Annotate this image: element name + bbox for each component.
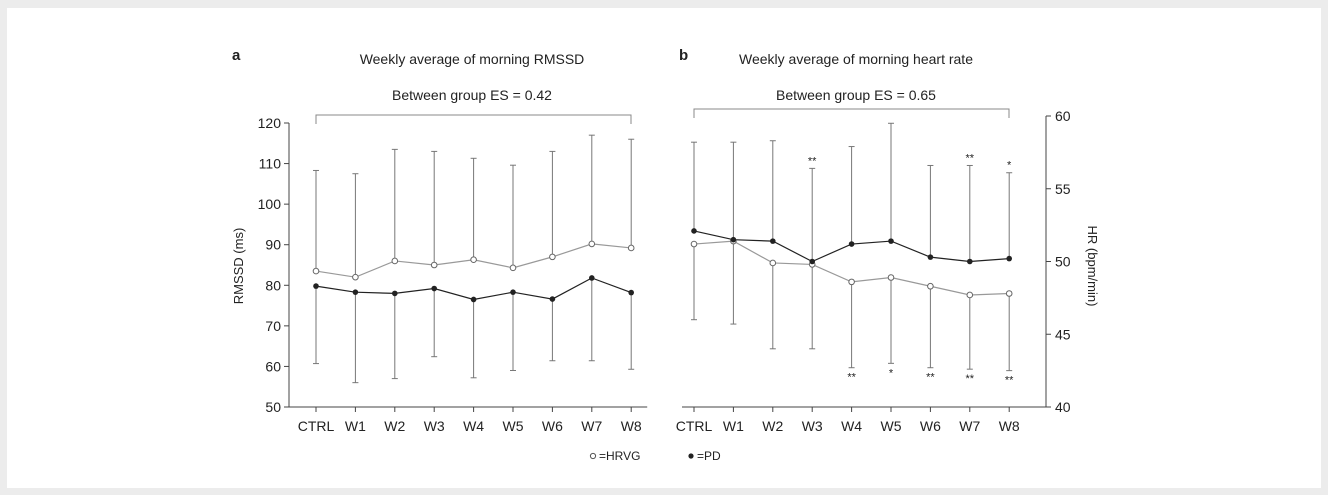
panel-a-hrvg-point-w3 [430, 261, 438, 269]
panel-b-x-tick-label-w4: W4 [841, 418, 862, 434]
panel-a-pd-point-w5 [510, 289, 516, 295]
panel-b-pd-point-w7 [967, 258, 973, 265]
panel-a-pd-point-w8 [628, 289, 634, 296]
panel-b-x-tick-label-w6: W6 [920, 418, 941, 434]
panel-a-pd-point-w7 [589, 275, 595, 281]
panel-a-x-tick-label-w1: W1 [345, 418, 366, 434]
panel-b-x-tick-label-ctrl: CTRL [676, 418, 713, 434]
legend-filled-marker [688, 453, 694, 459]
panel-a-hrvg-point-w1 [352, 273, 359, 281]
panel-a-x-tick-label-w3: W3 [424, 418, 445, 434]
panel-a-y-tick-label-110: 110 [259, 156, 282, 172]
panel-b-significance-above-w3: ** [808, 155, 817, 167]
panel-b-x-tick-label-w7: W7 [959, 418, 980, 434]
panel-a-x-tick-label-w2: W2 [384, 418, 405, 434]
panel-a-pd-point-w6 [549, 296, 556, 302]
legend-open-marker [589, 452, 597, 460]
figure-panel [7, 8, 1321, 488]
panel-a-x-tick-label-w6: W6 [542, 418, 563, 434]
panel-a-hrvg-point-w5 [509, 264, 517, 272]
panel-b-pd-point-w6 [927, 254, 934, 260]
panel-b-x-tick-label-w1: W1 [723, 418, 744, 434]
panel-b-significance-below-w6: ** [926, 372, 935, 384]
panel-b-hrvg-point-w2 [769, 259, 777, 267]
panel-b-y-tick-label-60: 60 [1055, 108, 1071, 124]
panel-a-x-tick-label-w4: W4 [463, 418, 484, 434]
panel-a-hrvg-point-w4 [470, 256, 477, 264]
panel-a-letter: a [232, 47, 241, 64]
panel-b-significance-below-w8: ** [1005, 375, 1014, 387]
panel-a-hrvg-point-w7 [588, 240, 596, 248]
panel-b-y-tick-label-45: 45 [1055, 326, 1071, 342]
panel-b-significance-above-w7: ** [966, 152, 975, 164]
panel-a-y-tick-label-100: 100 [258, 196, 282, 212]
panel-b-hrvg-point-w5 [887, 274, 895, 281]
panel-b-significance-below-w4: ** [847, 372, 856, 384]
panel-b-y-axis-label: HR (bpm/min) [1085, 226, 1100, 307]
panel-a-x-tick-label-ctrl: CTRL [298, 418, 335, 434]
panel-b-pd-point-w8 [1006, 255, 1012, 262]
panel-a-pd-point-ctrl [313, 283, 319, 289]
panel-a-pd-point-w1 [352, 289, 359, 295]
panel-b-title: Weekly average of morning heart rate [739, 51, 973, 67]
panel-a-y-tick-label-120: 120 [258, 115, 282, 131]
panel-b-pd-point-w4 [848, 241, 855, 247]
legend-pd-label: =PD [697, 449, 721, 463]
panel-a-y-axis-label: RMSSD (ms) [231, 228, 246, 305]
panel-b-hrvg-point-ctrl [690, 240, 698, 248]
panel-b-hrvg-point-w7 [966, 291, 974, 299]
panel-a-hrvg-point-w8 [627, 244, 635, 252]
panel-a-hrvg-point-w6 [549, 253, 556, 261]
panel-b-pd-point-w3 [809, 258, 815, 265]
panel-b-significance-below-w7: ** [966, 373, 975, 385]
panel-b-hrvg-point-w4 [848, 278, 855, 286]
panel-b-significance-above-w8: * [1007, 160, 1012, 172]
panel-b-letter: b [679, 47, 688, 64]
panel-a-hrvg-point-ctrl [312, 267, 320, 275]
panel-a-pd-point-w2 [392, 290, 398, 297]
panel-a-hrvg-point-w2 [391, 257, 399, 265]
panel-b-y-tick-label-50: 50 [1055, 254, 1071, 270]
legend-hrvg-label: =HRVG [599, 449, 640, 463]
panel-a-x-tick-label-w8: W8 [621, 418, 642, 434]
panel-a-y-tick-label-50: 50 [265, 399, 281, 415]
panel-a-y-tick-label-70: 70 [265, 318, 281, 334]
panel-a-pd-point-w3 [431, 285, 438, 292]
panel-a-title: Weekly average of morning RMSSD [360, 51, 585, 67]
panel-a-effect-size: Between group ES = 0.42 [392, 87, 552, 103]
panel-b-x-tick-label-w3: W3 [802, 418, 823, 434]
panel-b-hrvg-point-w8 [1005, 290, 1013, 297]
panel-b-y-tick-label-55: 55 [1055, 181, 1071, 197]
panel-a-pd-line [315, 277, 632, 301]
panel-a-es-bracket [315, 114, 632, 124]
panel-b-hrvg-point-w6 [927, 282, 934, 290]
panel-b-y-tick-label-40: 40 [1055, 399, 1071, 415]
panel-b-x-tick-label-w2: W2 [762, 418, 783, 434]
panel-b-pd-point-w5 [888, 238, 894, 244]
panel-b-effect-size: Between group ES = 0.65 [776, 87, 936, 103]
panel-b-pd-point-w2 [770, 238, 776, 244]
panel-b-x-tick-label-w8: W8 [999, 418, 1020, 434]
panel-a-y-tick-label-80: 80 [265, 277, 281, 293]
panel-a-x-tick-label-w7: W7 [581, 418, 602, 434]
panel-b-pd-point-w1 [730, 236, 737, 243]
panel-a-pd-point-w4 [470, 296, 477, 303]
panel-a-y-tick-label-60: 60 [265, 358, 281, 374]
panel-b-es-bracket [693, 108, 1010, 118]
panel-b-significance-below-w5: * [889, 367, 894, 379]
panel-a-x-tick-label-w5: W5 [503, 418, 524, 434]
panel-b-pd-point-ctrl [691, 228, 697, 234]
panel-b-x-tick-label-w5: W5 [881, 418, 902, 434]
panel-a-y-tick-label-90: 90 [265, 237, 281, 253]
